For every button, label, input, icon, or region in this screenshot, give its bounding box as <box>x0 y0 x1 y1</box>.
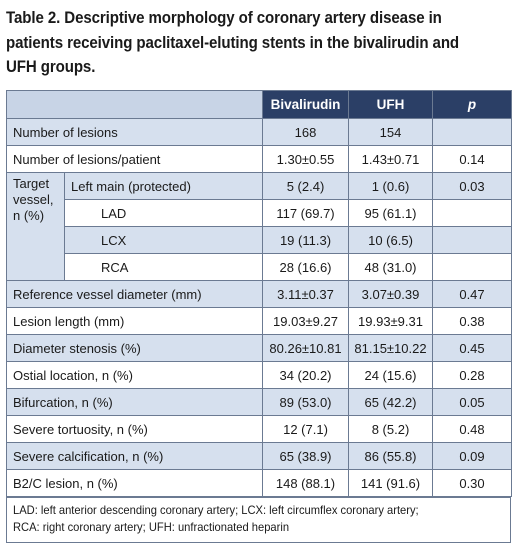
cell-bivalirudin: 65 (38.9) <box>262 442 349 470</box>
cell-bivalirudin: 12 (7.1) <box>262 415 349 443</box>
cell-bivalirudin: 168 <box>262 118 349 146</box>
table-row: Reference vessel diameter (mm) 3.11±0.37… <box>6 280 512 308</box>
row-label: B2/C lesion, n (%) <box>6 469 263 497</box>
morphology-table: Bivalirudin UFH p Number of lesions 168 … <box>6 90 512 497</box>
cell-ufh: 8 (5.2) <box>348 415 433 443</box>
header-p: p <box>432 90 512 119</box>
row-label: Severe tortuosity, n (%) <box>6 415 263 443</box>
row-label: Lesion length (mm) <box>6 307 263 335</box>
cell-ufh: 154 <box>348 118 433 146</box>
cell-ufh: 1.43±0.71 <box>348 145 433 173</box>
table-row: Target vessel, n (%) Left main (protecte… <box>6 172 512 281</box>
row-label: Number of lesions/patient <box>6 145 263 173</box>
cell-p: 0.03 <box>432 172 512 200</box>
cell-ufh: 19.93±9.31 <box>348 307 433 335</box>
cell-p: 0.38 <box>432 307 512 335</box>
cell-p <box>432 199 512 227</box>
footnote-line-1: LAD: left anterior descending coronary a… <box>13 503 419 517</box>
row-label: Diameter stenosis (%) <box>6 334 263 362</box>
cell-p: 0.05 <box>432 388 512 416</box>
cell-bivalirudin: 3.11±0.37 <box>262 280 349 308</box>
table-row: Number of lesions 168 154 <box>6 118 512 146</box>
table-row: Number of lesions/patient 1.30±0.55 1.43… <box>6 145 512 173</box>
cell-bivalirudin: 148 (88.1) <box>262 469 349 497</box>
morphology-table-container: Bivalirudin UFH p Number of lesions 168 … <box>6 90 512 497</box>
cell-ufh: 141 (91.6) <box>348 469 433 497</box>
cell-p: 0.09 <box>432 442 512 470</box>
header-ufh: UFH <box>348 90 433 119</box>
table-row: Bifurcation, n (%) 89 (53.0) 65 (42.2) 0… <box>6 388 512 416</box>
table-row: Diameter stenosis (%) 80.26±10.81 81.15±… <box>6 334 512 362</box>
row-sublabel: Left main (protected) <box>64 172 263 200</box>
cell-p: 0.47 <box>432 280 512 308</box>
cell-bivalirudin: 117 (69.7) <box>262 199 349 227</box>
table-row: Ostial location, n (%) 34 (20.2) 24 (15.… <box>6 361 512 389</box>
cell-ufh: 3.07±0.39 <box>348 280 433 308</box>
table-title: Table 2. Descriptive morphology of coron… <box>6 9 460 76</box>
table-row: Severe calcification, n (%) 65 (38.9) 86… <box>6 442 512 470</box>
row-label: Reference vessel diameter (mm) <box>6 280 263 308</box>
cell-bivalirudin: 89 (53.0) <box>262 388 349 416</box>
cell-p <box>432 226 512 254</box>
header-blank <box>6 90 263 119</box>
table-footnote: LAD: left anterior descending coronary a… <box>6 497 511 543</box>
cell-ufh: 95 (61.1) <box>348 199 433 227</box>
row-sublabel: LCX <box>64 226 263 254</box>
row-sublabel: LAD <box>64 199 263 227</box>
cell-p: 0.30 <box>432 469 512 497</box>
cell-p <box>432 253 512 281</box>
cell-p: 0.45 <box>432 334 512 362</box>
table-row: LCX 19 (11.3) 10 (6.5) <box>7 226 512 254</box>
cell-ufh: 81.15±10.22 <box>348 334 433 362</box>
table-row: RCA 28 (16.6) 48 (31.0) <box>7 253 512 281</box>
cell-bivalirudin: 28 (16.6) <box>262 253 349 281</box>
cell-bivalirudin: 5 (2.4) <box>262 172 349 200</box>
table-row: LAD 117 (69.7) 95 (61.1) <box>7 199 512 227</box>
row-sublabel: RCA <box>64 253 263 281</box>
cell-p: 0.14 <box>432 145 512 173</box>
row-label: Severe calcification, n (%) <box>6 442 263 470</box>
row-label: Bifurcation, n (%) <box>6 388 263 416</box>
cell-ufh: 48 (31.0) <box>348 253 433 281</box>
header-row: Bivalirudin UFH p <box>6 90 512 119</box>
row-label: Number of lesions <box>6 118 263 146</box>
table-row: Lesion length (mm) 19.03±9.27 19.93±9.31… <box>6 307 512 335</box>
cell-bivalirudin: 80.26±10.81 <box>262 334 349 362</box>
cell-ufh: 1 (0.6) <box>348 172 433 200</box>
header-bivalirudin: Bivalirudin <box>262 90 349 119</box>
cell-ufh: 65 (42.2) <box>348 388 433 416</box>
table-row: B2/C lesion, n (%) 148 (88.1) 141 (91.6)… <box>6 469 512 497</box>
cell-p: 0.48 <box>432 415 512 443</box>
cell-bivalirudin: 19 (11.3) <box>262 226 349 254</box>
cell-ufh: 10 (6.5) <box>348 226 433 254</box>
cell-p: 0.28 <box>432 361 512 389</box>
cell-bivalirudin: 34 (20.2) <box>262 361 349 389</box>
footnote-line-2: RCA: right coronary artery; UFH: unfract… <box>13 520 290 534</box>
cell-ufh: 86 (55.8) <box>348 442 433 470</box>
cell-bivalirudin: 19.03±9.27 <box>262 307 349 335</box>
cell-p <box>432 118 512 146</box>
row-label: Ostial location, n (%) <box>6 361 263 389</box>
cell-bivalirudin: 1.30±0.55 <box>262 145 349 173</box>
group-label-target-vessel: Target vessel, n (%) <box>6 172 65 281</box>
cell-ufh: 24 (15.6) <box>348 361 433 389</box>
table-row: Severe tortuosity, n (%) 12 (7.1) 8 (5.2… <box>6 415 512 443</box>
